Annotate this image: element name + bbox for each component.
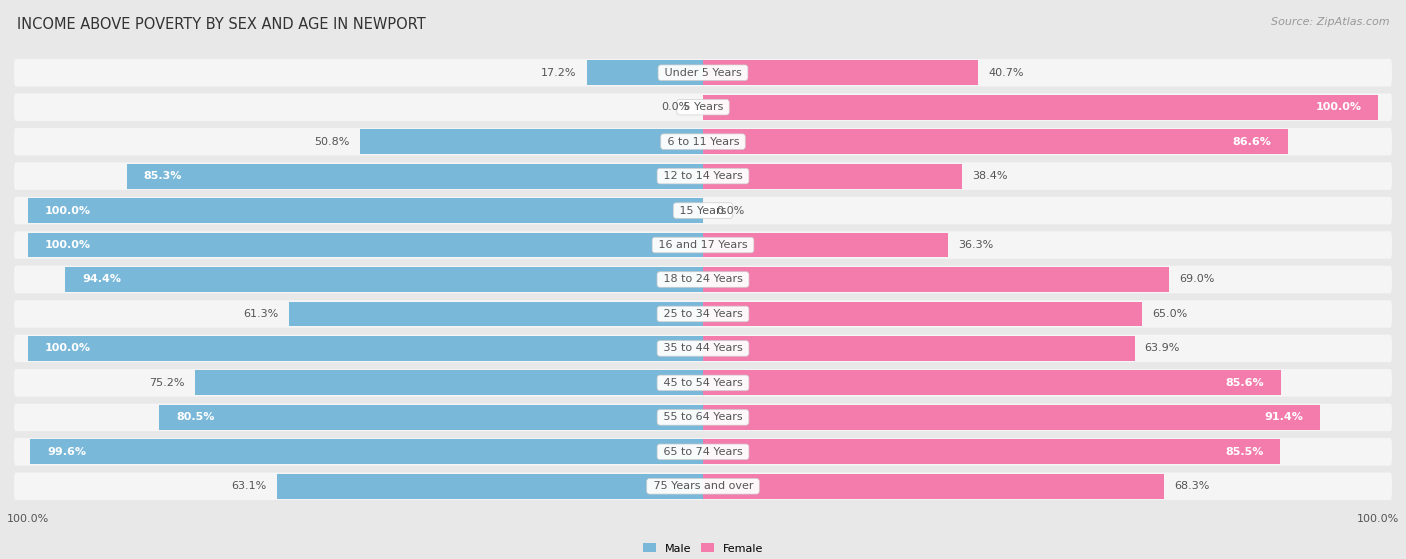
Text: 91.4%: 91.4% <box>1264 413 1303 423</box>
Text: 100.0%: 100.0% <box>45 206 90 216</box>
Text: INCOME ABOVE POVERTY BY SEX AND AGE IN NEWPORT: INCOME ABOVE POVERTY BY SEX AND AGE IN N… <box>17 17 426 32</box>
Bar <box>277 474 703 499</box>
FancyBboxPatch shape <box>14 300 1392 328</box>
Text: 12 to 14 Years: 12 to 14 Years <box>659 171 747 181</box>
FancyBboxPatch shape <box>14 59 1392 87</box>
Text: 68.3%: 68.3% <box>1174 481 1209 491</box>
Bar <box>586 60 703 85</box>
Text: 94.4%: 94.4% <box>83 274 121 285</box>
Bar <box>703 60 979 85</box>
Text: 17.2%: 17.2% <box>541 68 576 78</box>
FancyBboxPatch shape <box>14 472 1392 500</box>
Bar <box>703 405 1320 430</box>
Text: 63.9%: 63.9% <box>1144 343 1180 353</box>
Bar <box>66 267 703 292</box>
Text: 86.6%: 86.6% <box>1232 136 1271 146</box>
Bar <box>195 371 703 395</box>
Text: 6 to 11 Years: 6 to 11 Years <box>664 136 742 146</box>
Text: 18 to 24 Years: 18 to 24 Years <box>659 274 747 285</box>
FancyBboxPatch shape <box>14 93 1392 121</box>
Text: Under 5 Years: Under 5 Years <box>661 68 745 78</box>
Text: 80.5%: 80.5% <box>176 413 215 423</box>
Text: 65 to 74 Years: 65 to 74 Years <box>659 447 747 457</box>
Text: 38.4%: 38.4% <box>973 171 1008 181</box>
Bar <box>703 439 1281 464</box>
FancyBboxPatch shape <box>14 438 1392 466</box>
Bar <box>703 336 1135 361</box>
Text: 100.0%: 100.0% <box>45 240 90 250</box>
Text: 75.2%: 75.2% <box>149 378 186 388</box>
Text: 85.3%: 85.3% <box>143 171 183 181</box>
Bar <box>28 233 703 258</box>
Bar <box>703 129 1288 154</box>
Text: 85.6%: 85.6% <box>1226 378 1264 388</box>
Text: 100.0%: 100.0% <box>45 343 90 353</box>
Text: 55 to 64 Years: 55 to 64 Years <box>659 413 747 423</box>
Bar <box>703 474 1164 499</box>
FancyBboxPatch shape <box>14 335 1392 362</box>
Text: 69.0%: 69.0% <box>1180 274 1215 285</box>
Text: 75 Years and over: 75 Years and over <box>650 481 756 491</box>
FancyBboxPatch shape <box>14 404 1392 431</box>
Text: 0.0%: 0.0% <box>661 102 689 112</box>
Text: 100.0%: 100.0% <box>1316 102 1361 112</box>
Text: 45 to 54 Years: 45 to 54 Years <box>659 378 747 388</box>
Text: 25 to 34 Years: 25 to 34 Years <box>659 309 747 319</box>
Bar <box>127 164 703 188</box>
Bar <box>290 301 703 326</box>
Bar <box>703 371 1281 395</box>
Bar <box>703 95 1378 120</box>
Legend: Male, Female: Male, Female <box>638 539 768 558</box>
FancyBboxPatch shape <box>14 128 1392 155</box>
Bar <box>159 405 703 430</box>
Text: 50.8%: 50.8% <box>315 136 350 146</box>
FancyBboxPatch shape <box>14 197 1392 224</box>
Bar <box>703 267 1168 292</box>
Text: 15 Years: 15 Years <box>676 206 730 216</box>
FancyBboxPatch shape <box>14 231 1392 259</box>
Text: 16 and 17 Years: 16 and 17 Years <box>655 240 751 250</box>
Text: 65.0%: 65.0% <box>1152 309 1188 319</box>
Text: 35 to 44 Years: 35 to 44 Years <box>659 343 747 353</box>
Bar <box>28 336 703 361</box>
FancyBboxPatch shape <box>14 266 1392 293</box>
Bar <box>703 301 1142 326</box>
Bar <box>28 198 703 223</box>
FancyBboxPatch shape <box>14 369 1392 397</box>
Text: 5 Years: 5 Years <box>679 102 727 112</box>
Text: 99.6%: 99.6% <box>48 447 86 457</box>
Bar <box>703 233 948 258</box>
FancyBboxPatch shape <box>14 162 1392 190</box>
Bar <box>703 164 962 188</box>
Bar <box>360 129 703 154</box>
Text: 36.3%: 36.3% <box>959 240 994 250</box>
Text: 63.1%: 63.1% <box>232 481 267 491</box>
Bar <box>31 439 703 464</box>
Text: 61.3%: 61.3% <box>243 309 278 319</box>
Text: 0.0%: 0.0% <box>717 206 745 216</box>
Text: 40.7%: 40.7% <box>988 68 1024 78</box>
Text: 85.5%: 85.5% <box>1225 447 1264 457</box>
Text: Source: ZipAtlas.com: Source: ZipAtlas.com <box>1271 17 1389 27</box>
